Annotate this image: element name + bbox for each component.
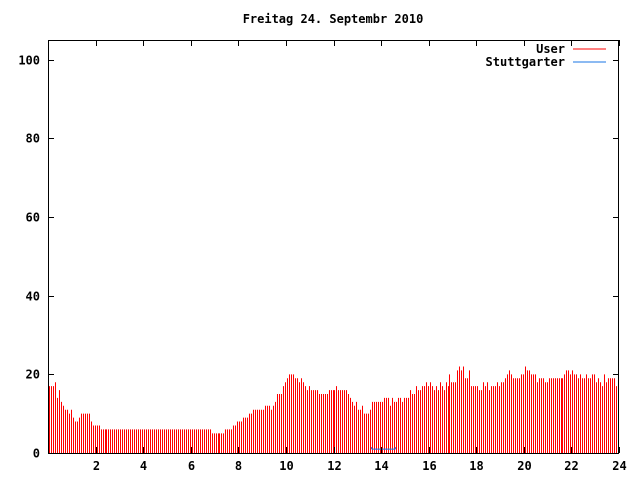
x-tick-label: 2	[93, 459, 100, 473]
x-tick-label: 8	[235, 459, 242, 473]
y-tick-label: 60	[26, 211, 40, 225]
x-tick-label: 16	[422, 459, 436, 473]
legend: User Stuttgarter	[486, 42, 606, 69]
x-tick-label: 6	[188, 459, 195, 473]
x-tick-label: 24	[612, 459, 626, 473]
x-tick-label: 12	[327, 459, 341, 473]
plot-border	[48, 40, 619, 454]
legend-label-stuttgarter: Stuttgarter	[486, 55, 565, 69]
x-tick-label: 18	[469, 459, 483, 473]
y-tick-label: 100	[18, 54, 40, 68]
y-tick-label: 80	[26, 132, 40, 146]
legend-label-user: User	[536, 42, 565, 56]
x-tick-label: 20	[517, 459, 531, 473]
user-series	[49, 366, 619, 453]
stuttgarter-series	[371, 447, 396, 450]
y-tick-label: 40	[26, 290, 40, 304]
x-tick-label: 14	[374, 459, 388, 473]
y-tick-label: 0	[33, 447, 40, 461]
x-tick-label: 22	[564, 459, 578, 473]
y-tick-label: 20	[26, 368, 40, 382]
x-tick-label: 10	[279, 459, 293, 473]
chart-title: Freitag 24. Septembr 2010	[243, 12, 424, 26]
x-tick-label: 4	[140, 459, 147, 473]
